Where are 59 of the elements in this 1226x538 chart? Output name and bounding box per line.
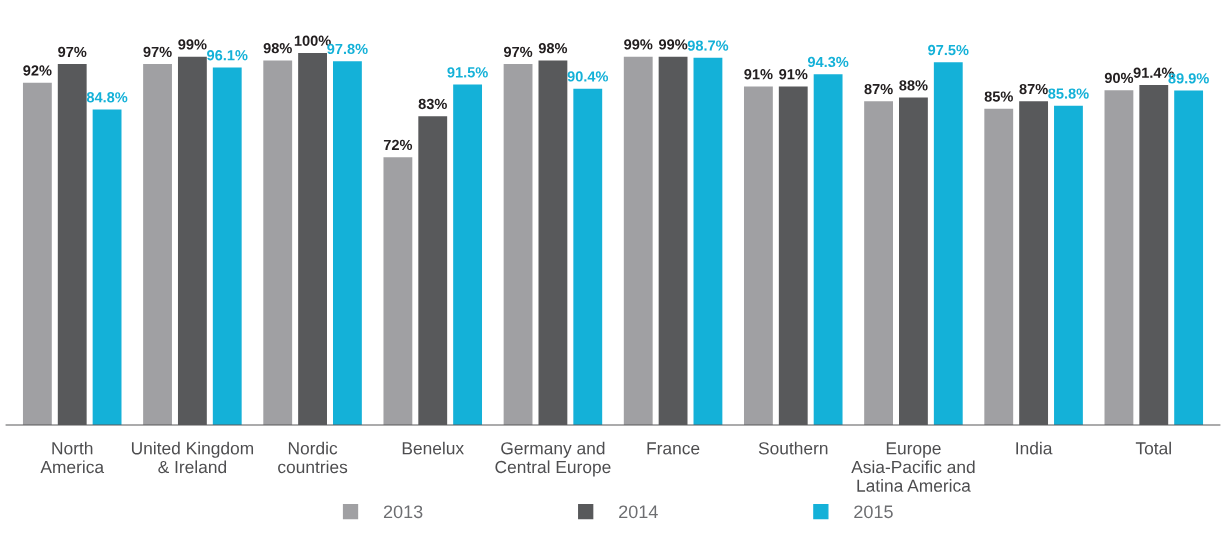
bar — [623, 56, 653, 426]
data-label: 90% — [1104, 72, 1134, 84]
bar — [813, 74, 843, 426]
x-tick-label: Southern — [758, 441, 828, 455]
data-label: 99% — [659, 39, 688, 50]
bar — [453, 84, 483, 426]
bar — [1054, 105, 1083, 426]
data-label: 90.4% — [567, 71, 609, 82]
x-tick-label: Total — [1135, 441, 1171, 455]
data-label: 91% — [779, 69, 808, 80]
data-label: 91.5% — [447, 67, 488, 78]
data-label: 98.7% — [687, 40, 729, 51]
bar — [503, 64, 533, 426]
x-tick-label: France — [647, 442, 700, 455]
bar — [263, 60, 293, 426]
bar — [573, 88, 603, 426]
bar — [1174, 90, 1204, 426]
data-label: 85.8% — [1048, 88, 1089, 99]
bar — [933, 62, 963, 426]
data-label: 92% — [23, 65, 52, 76]
data-label: 87% — [864, 83, 893, 95]
legend-label: 2013 — [383, 505, 423, 519]
bar — [864, 101, 893, 426]
bar — [1104, 90, 1134, 426]
x-tick-label: India — [1016, 441, 1053, 455]
data-label: 72% — [383, 139, 413, 151]
x-tick-label: Nordic countries — [278, 441, 348, 474]
x-tick-label: Germany and Central Europe — [495, 441, 611, 477]
data-label: 91% — [744, 69, 773, 80]
bar — [743, 86, 773, 426]
data-label: 88% — [899, 80, 928, 91]
data-label: 97.5% — [928, 44, 969, 56]
data-label: 98% — [538, 43, 568, 54]
bar — [333, 61, 362, 426]
data-label: 97% — [58, 46, 87, 58]
bar — [984, 108, 1014, 426]
data-label: 83% — [418, 98, 447, 110]
legend-label: 2015 — [854, 505, 893, 519]
data-label: 96.1% — [207, 50, 248, 61]
x-tick-label: North America — [40, 441, 105, 474]
bar — [22, 82, 52, 426]
data-label: 99% — [624, 39, 653, 50]
data-label: 87% — [1019, 83, 1048, 95]
x-tick-label: United Kingdom & Ireland — [131, 441, 254, 474]
data-label: 98% — [263, 43, 292, 54]
bar — [143, 64, 172, 426]
data-label: 97% — [503, 46, 533, 58]
x-tick-label: Benelux — [402, 441, 464, 455]
bar — [212, 67, 242, 426]
legend-label: 2014 — [619, 505, 658, 519]
bar — [383, 157, 413, 426]
data-label: 84.8% — [86, 92, 128, 103]
bar — [693, 57, 723, 426]
data-label: 97% — [143, 46, 172, 58]
bar — [92, 109, 122, 426]
data-label: 99% — [178, 39, 207, 50]
data-label: 85% — [984, 91, 1013, 102]
x-tick-label: Europe Asia-Pacific and Latina America — [851, 442, 975, 492]
data-label: 94.3% — [807, 56, 849, 68]
